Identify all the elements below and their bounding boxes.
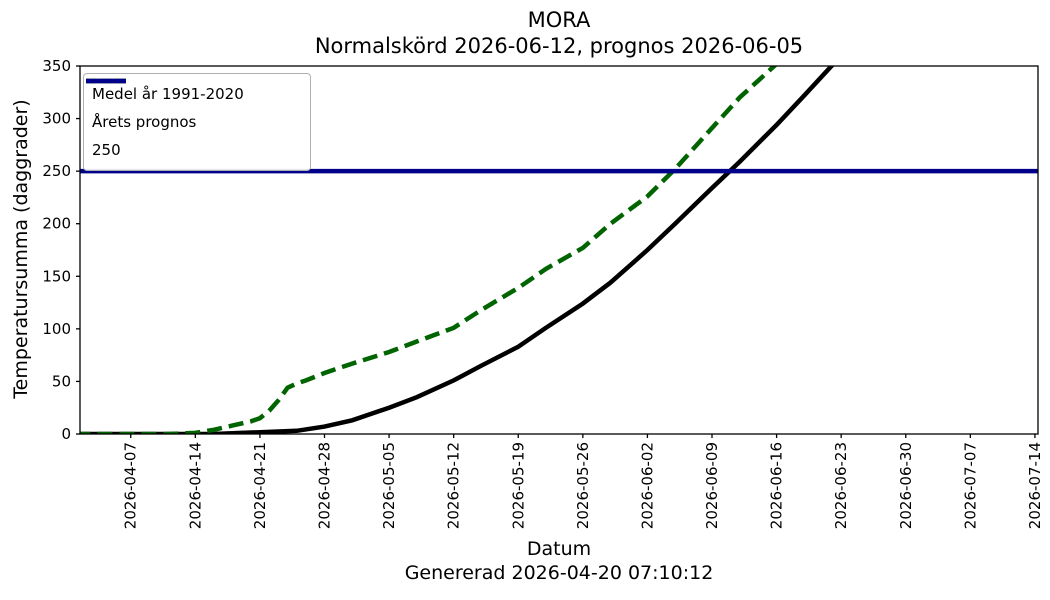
chart-title: MORA Normalskörd 2026-06-12, prognos 202… — [80, 7, 1038, 59]
legend-label-250: 250 — [92, 141, 121, 159]
y-tick-label: 300 — [42, 110, 71, 128]
x-tick-label: 2026-05-05 — [380, 442, 398, 529]
y-tick-label: 0 — [61, 425, 71, 443]
x-tick-label: 2026-04-28 — [315, 442, 333, 529]
y-tick-label: 250 — [42, 162, 71, 180]
legend: Medel år 1991-2020 Årets prognos 250 — [83, 73, 311, 171]
x-tick-label: 2026-04-21 — [251, 442, 269, 529]
y-tick-label: 50 — [52, 372, 71, 390]
series-line-1 — [80, 66, 778, 434]
x-tick-label: 2026-07-07 — [961, 442, 979, 529]
series-line-0 — [80, 66, 835, 434]
x-tick-label: 2026-07-14 — [1026, 442, 1044, 529]
x-tick-label: 2026-04-14 — [186, 442, 204, 529]
hline-swatch-icon — [86, 78, 126, 84]
generated-timestamp: Genererad 2026-04-20 07:10:12 — [404, 562, 714, 584]
title-line-2: Normalskörd 2026-06-12, prognos 2026-06-… — [314, 34, 804, 58]
legend-label-medel: Medel år 1991-2020 — [92, 85, 244, 103]
x-tick-label: 2026-04-07 — [122, 442, 140, 529]
title-line-1: MORA — [527, 8, 591, 32]
y-tick-label: 150 — [42, 267, 71, 285]
x-tick-label: 2026-05-19 — [509, 442, 527, 529]
x-tick-label: 2026-06-02 — [638, 442, 656, 529]
y-axis-label: Temperatursumma (daggrader) — [10, 99, 32, 399]
x-tick-label: 2026-06-23 — [832, 442, 850, 529]
y-tick-label: 200 — [42, 215, 71, 233]
legend-item-prognos: Årets prognos — [86, 78, 302, 136]
x-tick-label: 2026-05-12 — [445, 442, 463, 529]
legend-item-250: 250 — [86, 78, 302, 164]
x-tick-label: 2026-06-09 — [703, 442, 721, 529]
axes-frame — [79, 65, 1039, 435]
y-tick-label: 100 — [42, 320, 71, 338]
x-tick-label: 2026-05-26 — [574, 442, 592, 529]
x-tick-label: 2026-06-16 — [768, 442, 786, 529]
legend-label-prognos: Årets prognos — [92, 113, 197, 131]
y-tick-label: 350 — [42, 57, 71, 75]
x-axis-label: Datum — [526, 538, 592, 560]
x-tick-label: 2026-06-30 — [897, 442, 915, 529]
